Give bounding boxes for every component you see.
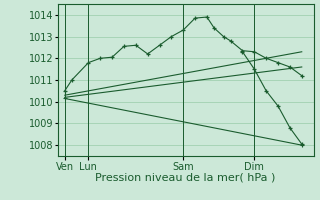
X-axis label: Pression niveau de la mer( hPa ): Pression niveau de la mer( hPa ) <box>95 173 276 183</box>
